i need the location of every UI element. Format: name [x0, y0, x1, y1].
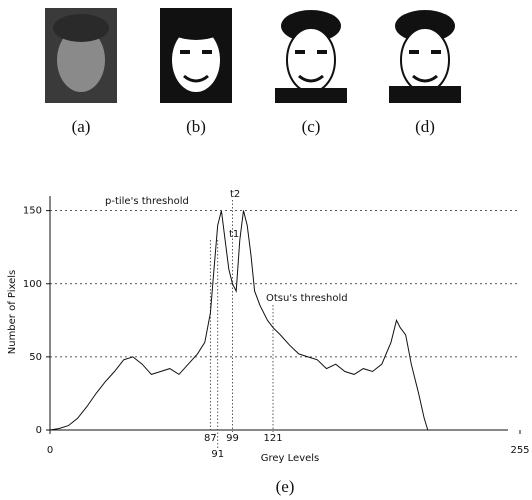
annotation: t2 — [230, 189, 240, 200]
x-tick-label: 255 — [510, 445, 529, 456]
face-a — [45, 8, 117, 103]
face-b — [160, 8, 232, 103]
annotation: p-tile's threshold — [105, 196, 189, 207]
y-tick-label: 150 — [23, 206, 42, 217]
face-d — [389, 8, 461, 103]
face-images — [45, 8, 461, 103]
histogram-line — [50, 211, 428, 430]
figure: (a) (b) (c) (d) (e) Grey Levels Number o… — [0, 0, 532, 500]
y-axis-label: Number of Pixels — [7, 270, 18, 355]
panel-caption: (b) — [186, 117, 206, 136]
panel-caption: (a) — [72, 117, 91, 136]
chart-caption: (e) — [276, 477, 295, 496]
x-tick-label: 0 — [47, 445, 53, 456]
annotation: Otsu's threshold — [266, 293, 348, 304]
y-tick-label: 50 — [29, 352, 42, 363]
y-tick-label: 0 — [36, 425, 42, 436]
panel-caption: (c) — [302, 117, 321, 136]
x-axis-label: Grey Levels — [261, 453, 320, 464]
panel-caption: (d) — [415, 117, 435, 136]
threshold-label: 87 — [204, 433, 217, 444]
annotation: t1 — [229, 229, 239, 240]
threshold-label: 91 — [211, 449, 224, 460]
face-c — [275, 8, 347, 103]
threshold-label: 99 — [226, 433, 239, 444]
threshold-label: 121 — [263, 433, 282, 444]
y-tick-label: 100 — [23, 279, 42, 290]
